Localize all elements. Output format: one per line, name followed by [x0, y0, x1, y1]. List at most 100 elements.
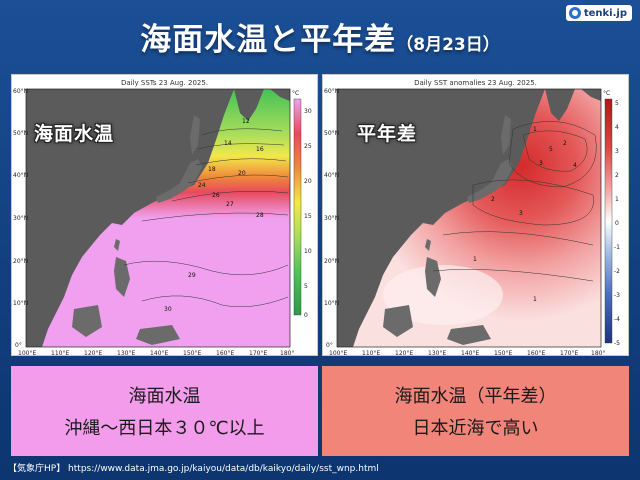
- x-axis-ticks: 100°E 110°E 120°E 130°E 140°E 150°E 160°…: [329, 350, 605, 357]
- map-frame: [336, 88, 602, 348]
- anomaly-map: 1 2 3 4 5 2 3 1 1 °C 5 4 3 2 1 0 -1 -2 -…: [324, 88, 620, 357]
- anomaly-map-panel: 1 2 3 4 5 2 3 1 1 °C 5 4 3 2 1 0 -1 -2 -…: [322, 74, 629, 357]
- sst-summary-text: 沖縄～西日本３０℃以上: [64, 418, 265, 439]
- anomaly-summary-box: 海面水温（平年差） 日本近海で高い: [322, 366, 629, 456]
- lon-tick: 140°E: [150, 350, 168, 357]
- lat-tick: 60°N: [324, 88, 339, 95]
- new-guinea: [447, 325, 491, 345]
- lat-tick: 0°: [326, 342, 333, 349]
- lon-tick: 130°E: [428, 350, 446, 357]
- contour-label: 3: [539, 160, 543, 167]
- lon-tick: 160°E: [527, 350, 545, 357]
- anomaly-overlay-label: 平年差: [357, 123, 418, 145]
- colorbar-tick: 1: [615, 196, 619, 203]
- lon-tick: 180°: [280, 350, 294, 357]
- page-title: 海面水温と平年差（8月23日）: [0, 14, 640, 59]
- sst-overlay-label: 海面水温: [34, 123, 115, 145]
- tenki-logo[interactable]: tenki.jp: [565, 5, 632, 21]
- taiwan: [425, 239, 431, 251]
- lat-tick: 30°N: [324, 215, 339, 222]
- title-main: 海面水温と平年差: [140, 22, 397, 58]
- anomaly-summary-title: 海面水温（平年差）: [394, 386, 557, 407]
- colorbar-ticks: 5 4 3 2 1 0 -1 -2 -3 -4 -5: [614, 100, 620, 347]
- colorbar-unit: °C: [603, 90, 610, 97]
- philippines: [425, 257, 441, 297]
- lon-tick: 100°E: [329, 350, 347, 357]
- colorbar-tick: -2: [614, 268, 620, 275]
- colorbar-tick: 0: [304, 312, 308, 319]
- lon-tick: 170°E: [249, 350, 267, 357]
- lat-tick: 60°N: [13, 88, 28, 95]
- lat-tick: 10°N: [13, 300, 28, 307]
- colorbar-tick: 3: [615, 148, 619, 155]
- philippines: [114, 257, 130, 297]
- sst-summary-box: 海面水温 沖縄～西日本３０℃以上: [11, 366, 318, 456]
- colorbar-tick: 20: [304, 178, 312, 185]
- colorbar-tick: 10: [304, 248, 312, 255]
- contour-label: 28: [256, 212, 264, 219]
- tenki-logo-icon: [568, 7, 581, 19]
- colorbar-tick: -3: [614, 292, 620, 299]
- contour-label: 26: [212, 192, 220, 199]
- lon-tick: 170°E: [560, 350, 578, 357]
- alaska: [270, 89, 290, 101]
- sst-colorbar: [293, 98, 302, 316]
- new-guinea: [136, 325, 180, 345]
- contour-label: 18: [208, 166, 216, 173]
- lon-tick: 120°E: [84, 350, 102, 357]
- sst-summary-title: 海面水温: [128, 386, 201, 407]
- source-footer[interactable]: 【気象庁HP】 https://www.data.jma.go.jp/kaiyo…: [8, 464, 379, 474]
- lon-tick: 160°E: [216, 350, 234, 357]
- contour-label: 30: [164, 306, 172, 313]
- colorbar-tick: 15: [304, 213, 312, 220]
- y-axis-ticks: 60°N 50°N 40°N 30°N 20°N 10°N 0°: [324, 88, 339, 349]
- neutral-patch: [383, 265, 503, 325]
- isotherm-lines: [123, 128, 289, 308]
- colorbar-tick: 2: [615, 172, 619, 179]
- lon-tick: 110°E: [51, 350, 69, 357]
- map-frame: [25, 88, 291, 348]
- japan: [156, 159, 202, 203]
- sakhalin: [190, 115, 200, 155]
- borneo: [72, 305, 102, 337]
- colorbar-tick: 30: [304, 108, 312, 115]
- taiwan: [114, 239, 120, 251]
- contour-label: 4: [573, 162, 577, 169]
- contour-label: 3: [519, 210, 523, 217]
- sst-map-panel: 12 14 16 18 20 24 26 27 28 29 30 °C 30 2…: [11, 74, 318, 357]
- lat-tick: 40°N: [13, 172, 28, 179]
- lat-tick: 10°N: [324, 300, 339, 307]
- contour-label: 1: [533, 296, 537, 303]
- contour-label: 20: [238, 170, 246, 177]
- colorbar-tick: 25: [304, 143, 312, 150]
- lat-tick: 40°N: [324, 172, 339, 179]
- contour-label: 1: [533, 126, 537, 133]
- colorbar-tick: -1: [614, 244, 620, 251]
- y-axis-ticks: 60°N 50°N 40°N 30°N 20°N 10°N 0°: [13, 88, 28, 349]
- contour-label: 29: [188, 272, 196, 279]
- anomaly-contours: [432, 121, 597, 282]
- colorbar-tick: -5: [614, 340, 620, 347]
- title-date: （8月23日）: [396, 35, 500, 55]
- borneo: [383, 305, 413, 337]
- lon-tick: 100°E: [18, 350, 36, 357]
- kamchatka: [545, 89, 575, 121]
- colorbar-tick: 5: [615, 100, 619, 107]
- colorbar-tick: -4: [614, 316, 620, 323]
- anomaly-summary-text: 日本近海で高い: [412, 418, 539, 439]
- sst-map: 12 14 16 18 20 24 26 27 28 29 30 °C 30 2…: [13, 88, 312, 357]
- lon-tick: 150°E: [183, 350, 201, 357]
- colorbar-ticks: 30 25 20 15 10 5 0: [304, 108, 312, 319]
- colorbar-unit: °C: [292, 90, 299, 97]
- contour-label: 1: [473, 256, 477, 263]
- landmass: [337, 89, 545, 347]
- alaska: [581, 89, 601, 101]
- lat-tick: 0°: [15, 342, 22, 349]
- lat-tick: 20°N: [13, 258, 28, 265]
- lat-tick: 20°N: [324, 258, 339, 265]
- colorbar-tick: 0: [615, 220, 619, 227]
- contour-label: 12: [242, 118, 250, 125]
- lon-tick: 150°E: [494, 350, 512, 357]
- lat-tick: 30°N: [13, 215, 28, 222]
- contour-label: 5: [549, 146, 553, 153]
